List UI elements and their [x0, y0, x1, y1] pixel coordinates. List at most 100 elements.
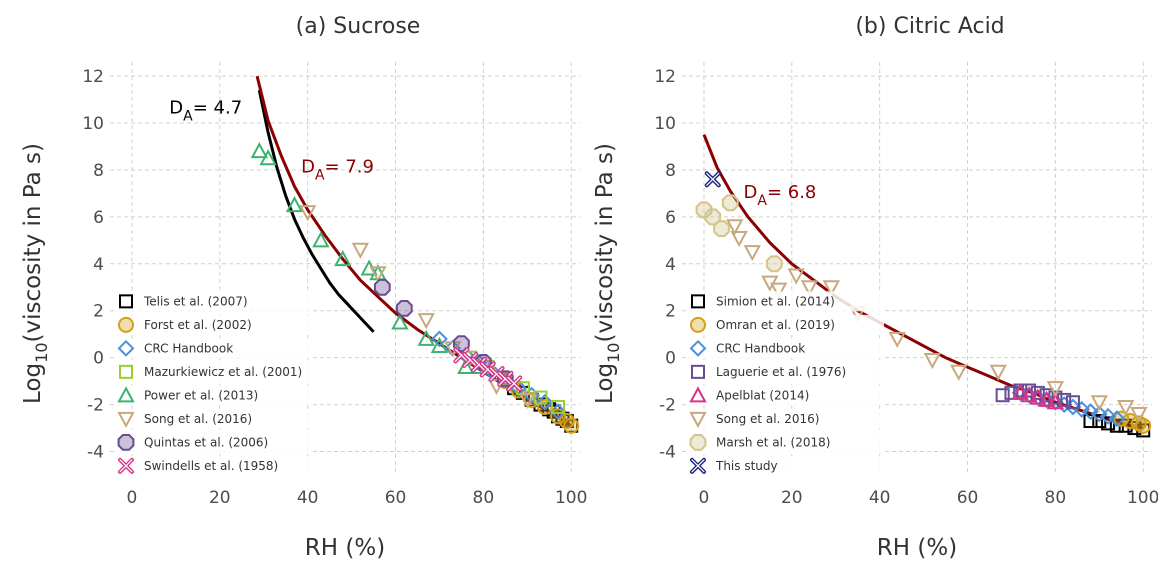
- data-point: [551, 399, 566, 414]
- data-point: [395, 300, 413, 317]
- data-point: [518, 392, 536, 410]
- series-6: [298, 205, 536, 410]
- data-point: [536, 398, 553, 415]
- data-point: [1099, 407, 1117, 425]
- data-point: [453, 335, 470, 352]
- panel-title: (b) Citric Acid: [855, 14, 1004, 39]
- data-point: [523, 386, 541, 404]
- data-point: [506, 375, 523, 392]
- data-point: [563, 417, 580, 434]
- data-point: [479, 361, 496, 378]
- legend-entry: CRC Handbook: [116, 338, 312, 359]
- legend-entry: Omran et al. (2019): [688, 314, 884, 335]
- data-point: [536, 393, 554, 411]
- x-tick-label: 60: [957, 488, 979, 508]
- data-point: [1090, 395, 1108, 412]
- fit-line-label: DA= 7.9: [301, 156, 374, 183]
- panel-2: 0 20 40 60 80 100 -4 -2 0 2 4 6 8 10 12 (b) Citric Acid…: [592, 14, 1158, 561]
- legend-label: Song et al. (2016): [144, 412, 252, 426]
- y-tick-label: 8: [93, 161, 104, 181]
- panel-title: (a) Sucrose: [296, 14, 421, 39]
- y-tick-label: 8: [665, 161, 676, 181]
- data-point: [1083, 414, 1098, 429]
- data-point: [1020, 386, 1038, 403]
- fit-line-1: [257, 89, 375, 333]
- y-axis-label: Log10(viscosity in Pa s): [592, 143, 623, 404]
- legend-label: Omran et al. (2019): [716, 318, 835, 332]
- data-point: [533, 390, 548, 405]
- legend-entry: Song et al. 2016): [688, 408, 884, 429]
- data-point: [497, 370, 514, 387]
- data-point: [888, 331, 906, 349]
- x-tick-label: 40: [297, 488, 319, 508]
- data-point: [769, 282, 788, 299]
- data-point: [1046, 393, 1065, 410]
- data-point: [373, 278, 391, 296]
- y-tick-label: 4: [93, 255, 104, 275]
- legend-entry: CRC Handbook: [688, 338, 884, 359]
- legend-label: Song et al. 2016): [716, 412, 819, 426]
- data-point: [713, 220, 730, 237]
- panel-1: 0 20 40 60 80 100 -4 -2 0 2 4 6 8 10 12 (a) Sucrose RH (…: [20, 14, 587, 561]
- x-axis-label: RH (%): [877, 535, 957, 561]
- legend-entry: Marsh et al. (2018): [688, 432, 884, 453]
- data-point: [704, 208, 722, 226]
- data-point: [923, 353, 942, 370]
- y-tick-label: 10: [82, 114, 104, 134]
- data-point: [430, 336, 449, 353]
- legend-label: Swindells et al. (1958): [144, 459, 278, 473]
- data-point: [1065, 395, 1080, 410]
- data-point: [546, 404, 561, 419]
- y-tick-label: 12: [654, 67, 676, 87]
- x-tick-label: 80: [1045, 488, 1067, 508]
- data-point: [549, 403, 567, 421]
- data-point: [989, 364, 1007, 381]
- data-point: [950, 364, 968, 381]
- legend-entry: This study: [688, 455, 884, 476]
- data-point: [1090, 405, 1108, 423]
- data-point: [462, 352, 479, 369]
- data-point: [334, 250, 352, 267]
- data-point: [1037, 390, 1056, 407]
- series-8: [453, 347, 523, 392]
- data-point: [351, 242, 370, 259]
- data-point: [1130, 406, 1148, 424]
- x-tick-label: 40: [869, 488, 891, 508]
- x-tick-label: 100: [555, 488, 587, 508]
- legend-label: Quintas et al. (2006): [144, 435, 268, 449]
- data-point: [1073, 400, 1091, 418]
- x-tick-label: 100: [1127, 488, 1158, 508]
- y-tick-label: 0: [93, 349, 104, 369]
- data-point: [1082, 403, 1099, 421]
- data-point: [453, 347, 470, 364]
- data-point: [431, 330, 448, 348]
- legend-label: CRC Handbook: [716, 341, 805, 355]
- data-point: [1108, 410, 1126, 428]
- y-tick-label: -2: [87, 396, 104, 416]
- data-point: [391, 313, 409, 330]
- data-point: [765, 255, 783, 273]
- y-tick-label: 6: [93, 208, 104, 228]
- legend-entry: Mazurkiewicz et al. (2001): [116, 361, 312, 382]
- legend-entry: Quintas et al. (2006): [116, 432, 312, 453]
- data-point: [743, 245, 761, 262]
- series-6: [726, 219, 1148, 424]
- data-point: [250, 142, 269, 159]
- data-point: [1046, 381, 1065, 398]
- data-point: [298, 205, 317, 222]
- x-tick-label: 0: [699, 488, 710, 508]
- y-tick-label: -4: [659, 443, 676, 463]
- y-tick-label: 2: [665, 302, 676, 322]
- x-tick-label: 20: [209, 488, 231, 508]
- data-point: [730, 230, 748, 248]
- legend-label: CRC Handbook: [144, 341, 233, 355]
- legend-label: Marsh et al. (2018): [716, 435, 830, 449]
- y-axis-label: Log10(viscosity in Pa s): [20, 143, 51, 404]
- legend-label: Forst et al. (2002): [144, 318, 252, 332]
- legend-label: Mazurkiewicz et al. (2001): [144, 365, 302, 379]
- x-tick-label: 20: [781, 488, 803, 508]
- series-7: [695, 194, 783, 273]
- legend-entry: Swindells et al. (1958): [116, 455, 312, 476]
